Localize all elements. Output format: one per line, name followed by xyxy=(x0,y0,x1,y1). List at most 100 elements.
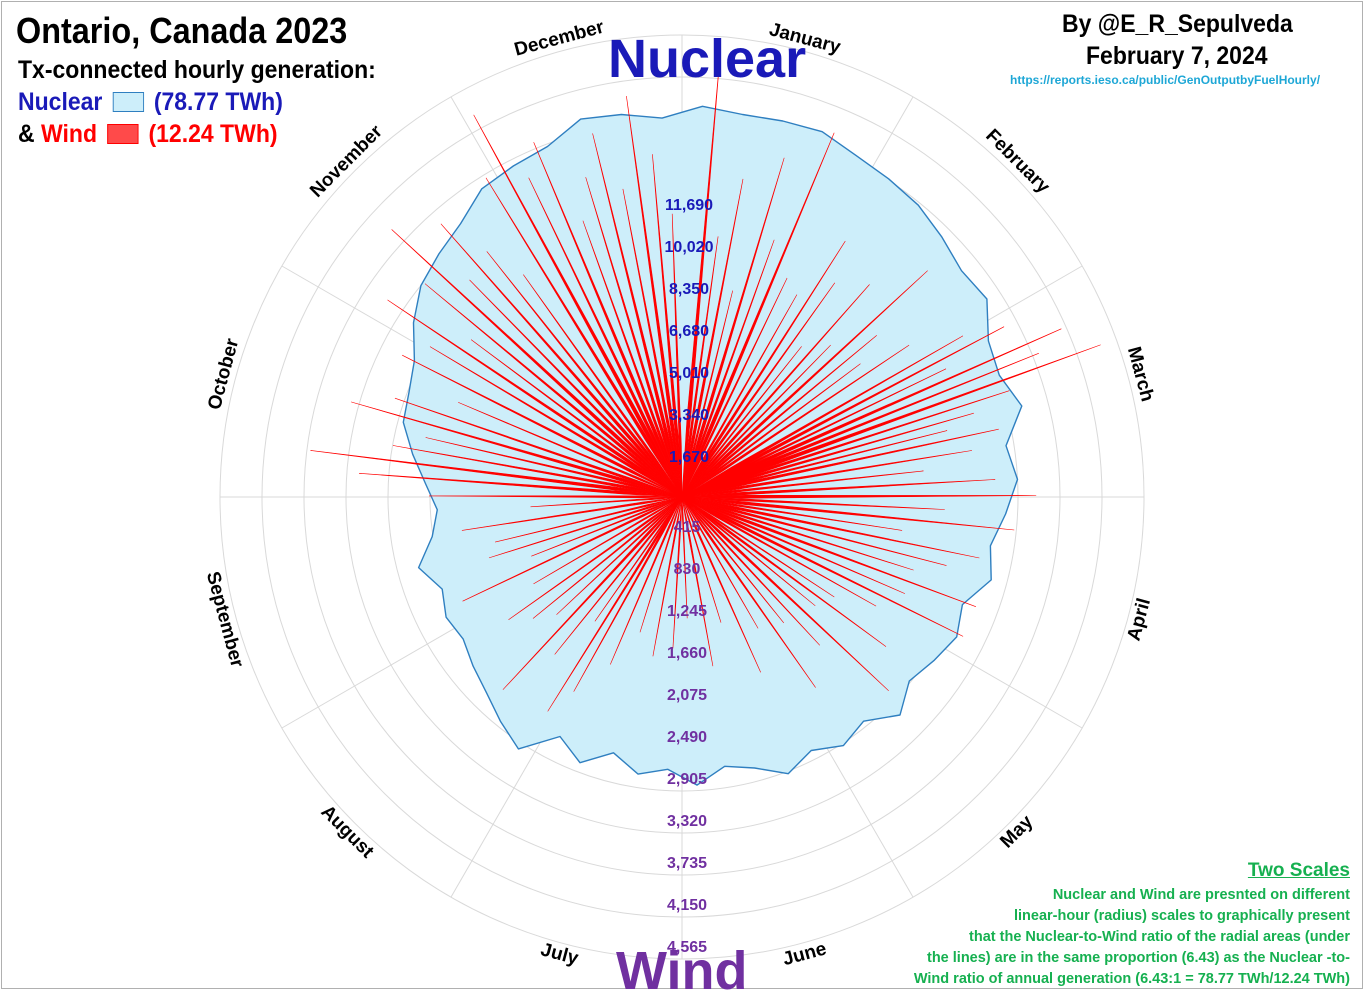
wind-scale-title: Wind xyxy=(616,941,748,1001)
wind-tick-label: 3,735 xyxy=(667,855,707,872)
month-label: August xyxy=(317,801,379,863)
wind-tick-label: 415 xyxy=(674,519,701,536)
wind-spike xyxy=(681,496,877,607)
nuclear-scale-title: Nuclear xyxy=(608,29,807,89)
note-line: Nuclear and Wind are presnted on differe… xyxy=(1052,887,1350,903)
wind-tick-label: 1,245 xyxy=(667,603,707,620)
wind-spike xyxy=(488,496,683,559)
nuclear-tick-label: 3,340 xyxy=(669,407,709,424)
author-credit: By @E_R_Sepulveda xyxy=(1062,10,1293,38)
wind-spike xyxy=(652,496,683,657)
legend-wind-label: Wind xyxy=(41,120,98,148)
wind-spike xyxy=(440,223,683,498)
nuclear-tick-label: 10,020 xyxy=(665,239,714,256)
wind-spike xyxy=(681,58,721,498)
wind-spike xyxy=(610,496,683,665)
two-scales-note: Two Scales Nuclear and Wind are presnted… xyxy=(890,860,1350,990)
note-line: linear-hour (radius) scales to graphical… xyxy=(1013,908,1350,924)
legend-nuclear-swatch xyxy=(112,92,144,112)
wind-spike xyxy=(681,496,714,667)
note-body: Nuclear and Wind are presnted on differe… xyxy=(890,885,1350,990)
wind-spike xyxy=(531,496,683,557)
chart-title: Ontario, Canada 2023 xyxy=(16,10,348,51)
wind-tick-label: 2,490 xyxy=(667,729,707,746)
wind-spike xyxy=(681,496,759,629)
wind-spike xyxy=(547,496,683,712)
note-line: that the Nuclear-to-Wind ratio of the ra… xyxy=(969,929,1350,945)
wind-spike xyxy=(508,496,683,620)
wind-spike xyxy=(681,496,821,646)
wind-spike xyxy=(681,496,816,607)
month-label: September xyxy=(202,569,248,670)
wind-spike xyxy=(402,354,683,498)
wind-tick-label: 1,660 xyxy=(667,645,707,662)
legend-wind-swatch xyxy=(107,124,139,144)
wind-spike xyxy=(495,496,683,543)
month-label: November xyxy=(306,121,387,202)
wind-tick-label: 2,075 xyxy=(667,687,707,704)
wind-spike xyxy=(458,402,683,498)
nuclear-tick-label: 1,670 xyxy=(669,449,709,466)
month-label: February xyxy=(981,125,1054,198)
nuclear-layer xyxy=(402,105,1023,786)
legend-nuclear: Nuclear (78.77 TWh) xyxy=(18,88,283,117)
nuclear-tick-label: 8,350 xyxy=(669,281,709,298)
legend-wind-prefix: & xyxy=(18,120,35,148)
wind-tick-label: 4,150 xyxy=(667,897,707,914)
wind-spike xyxy=(681,496,785,624)
wind-spike xyxy=(554,496,683,655)
wind-spike xyxy=(556,496,683,615)
publish-date: February 7, 2024 xyxy=(1086,42,1268,70)
wind-spike xyxy=(523,274,683,498)
wind-tick-label: 2,905 xyxy=(667,771,707,788)
month-label: June xyxy=(780,938,828,970)
source-link[interactable]: https://reports.ieso.ca/public/GenOutput… xyxy=(1010,73,1321,87)
chart-subtitle: Tx-connected hourly generation: xyxy=(18,56,376,84)
nuclear-tick-label: 11,690 xyxy=(665,197,713,214)
legend-nuclear-total: (78.77 TWh) xyxy=(153,88,283,116)
nuclear-tick-label: 5,010 xyxy=(669,365,709,382)
nuclear-tick-label: 6,680 xyxy=(669,323,709,340)
wind-spike xyxy=(681,496,816,688)
wind-spike xyxy=(533,496,683,585)
wind-spike xyxy=(387,299,683,498)
wind-spike xyxy=(681,496,889,692)
wind-layer xyxy=(310,58,1101,712)
tick-label-layer: 1,670 3,340 5,010 6,680 8,350 10,020 11,690 415… xyxy=(665,197,714,956)
legend-wind-total: (12.24 TWh) xyxy=(148,120,278,148)
wind-spike xyxy=(394,397,683,498)
wind-tick-label: 830 xyxy=(674,561,701,578)
wind-spike xyxy=(502,496,683,690)
wind-spike xyxy=(681,277,788,498)
wind-spike xyxy=(672,496,683,649)
wind-spike xyxy=(681,132,835,498)
wind-spike xyxy=(428,495,683,499)
note-line: Wind ratio of annual generation (6.43:1 … xyxy=(913,971,1350,987)
month-label: May xyxy=(996,811,1037,852)
wind-spike xyxy=(639,496,683,633)
wind-spike xyxy=(626,95,683,498)
wind-spike xyxy=(532,496,683,619)
wind-spike xyxy=(594,496,683,622)
note-line: the lines) are in the same proportion (6… xyxy=(926,950,1350,966)
wind-spike xyxy=(462,496,683,602)
nuclear-area xyxy=(402,105,1023,786)
wind-spike xyxy=(681,496,761,673)
wind-tick-label: 3,320 xyxy=(667,813,707,830)
legend-wind: & Wind (12.24 TWh) xyxy=(18,120,278,149)
wind-spike xyxy=(681,496,688,619)
month-label: April xyxy=(1124,596,1155,643)
month-label: December xyxy=(512,17,607,61)
month-label: July xyxy=(538,939,581,969)
month-label: March xyxy=(1123,344,1158,403)
wind-spike xyxy=(681,496,722,623)
wind-spike xyxy=(530,496,683,508)
wind-spike xyxy=(671,213,683,498)
month-label: October xyxy=(204,336,243,412)
wind-tick-label: 4,565 xyxy=(667,939,707,956)
wind-spike xyxy=(461,496,683,531)
note-title: Two Scales xyxy=(1247,860,1350,881)
legend-nuclear-label: Nuclear xyxy=(18,88,103,116)
